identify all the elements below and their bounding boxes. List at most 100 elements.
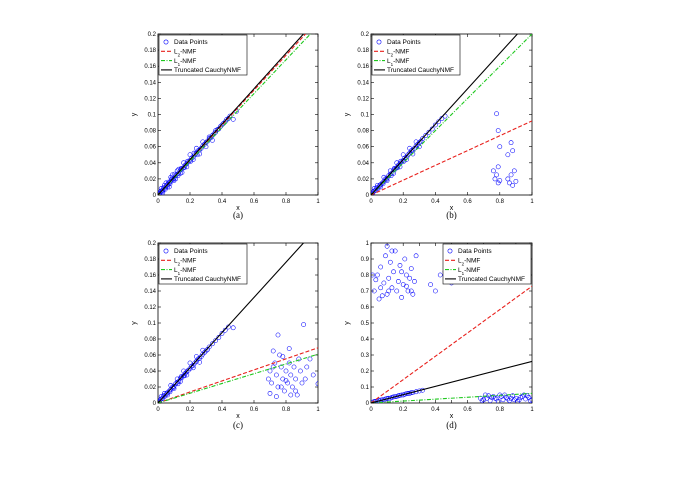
x-tick-label: 0.8 — [496, 407, 505, 413]
data-point — [181, 160, 186, 166]
chart-panel-d: 0 0.1 0.2 0.3 0.4 0.5 0.6 0.7 0.8 0.9 1 0 0.2 0.4 0.6 0… — [344, 241, 534, 430]
chart-panel-c: 0 0.02 0.04 0.06 0.08 0.1 0.12 0.14 0.16 0.18 0.2 0… — [131, 241, 320, 430]
data-point — [479, 398, 485, 403]
data-point — [158, 189, 163, 195]
data-point — [508, 140, 514, 146]
data-point — [378, 264, 384, 270]
data-point — [482, 392, 488, 398]
data-point — [298, 368, 303, 374]
y-tick-label: 0.2 — [361, 369, 370, 375]
subfigure-caption: (a) — [233, 210, 243, 220]
data-point — [428, 282, 433, 287]
chart-panel-a: 0 0.02 0.04 0.06 0.08 0.1 0.12 0.14 0.16 0.18 0.2 0… — [131, 32, 320, 220]
data-point — [405, 152, 411, 158]
data-point — [492, 176, 498, 182]
data-point — [161, 393, 166, 399]
data-point — [399, 269, 404, 275]
data-point — [307, 356, 313, 362]
data-point — [194, 354, 199, 359]
data-point — [402, 256, 408, 262]
data-point — [495, 180, 501, 186]
legend-box — [371, 34, 461, 76]
data-point — [407, 150, 413, 156]
fit-line-truncated-cauchynmf — [371, 34, 519, 195]
data-point — [315, 381, 318, 387]
data-point — [381, 280, 387, 286]
data-point — [186, 367, 191, 373]
y-tick-label: 0.08 — [357, 129, 369, 135]
data-point — [274, 372, 279, 378]
data-point — [384, 178, 390, 183]
legend-label: Truncated CauchyNMF — [174, 276, 241, 283]
data-point — [371, 272, 375, 278]
data-point — [398, 158, 404, 164]
data-point — [267, 391, 273, 396]
subfigure-caption: (c) — [233, 420, 243, 430]
data-point — [179, 166, 185, 172]
x-tick-label: 0.6 — [250, 199, 259, 205]
data-point — [405, 288, 411, 294]
data-point — [511, 168, 517, 174]
data-point — [420, 136, 425, 142]
data-point — [210, 341, 215, 347]
y-tick-label: 0.02 — [144, 177, 156, 183]
data-point — [197, 359, 202, 365]
data-point — [205, 347, 210, 352]
fit-line-l2-nmf — [371, 120, 532, 195]
data-point — [436, 119, 441, 125]
fit-line-l2-nmf — [371, 285, 532, 403]
y-axis-label: y — [131, 321, 138, 325]
y-tick-label: 0.3 — [361, 353, 370, 359]
y-tick-label: 0.1 — [148, 321, 157, 327]
data-point — [376, 296, 382, 302]
data-point — [160, 395, 166, 401]
x-tick-label: 0 — [156, 407, 160, 413]
data-point — [213, 338, 218, 343]
fit-line-l1-nmf — [158, 353, 318, 403]
y-tick-label: 0.18 — [357, 48, 369, 54]
data-point — [159, 189, 165, 195]
data-point — [410, 151, 416, 157]
data-point — [508, 172, 514, 178]
data-point — [275, 384, 281, 390]
data-point — [437, 272, 443, 278]
legend-marker — [376, 39, 382, 45]
data-point — [269, 380, 274, 386]
data-point — [290, 384, 295, 390]
y-tick-label: 0.04 — [144, 161, 156, 167]
data-point — [216, 335, 222, 340]
data-point — [521, 392, 527, 398]
y-tick-label: 0.4 — [361, 337, 370, 343]
data-point — [391, 166, 397, 171]
y-tick-label: 0.06 — [144, 353, 156, 359]
data-point — [426, 129, 432, 135]
legend-label: L2-NMF — [174, 49, 196, 58]
data-point — [413, 253, 419, 259]
legend-label: Data Points — [174, 39, 208, 46]
x-tick-label: 0.2 — [186, 407, 195, 413]
data-point — [166, 184, 172, 190]
data-point — [280, 354, 286, 359]
data-point — [433, 122, 438, 128]
x-tick-label: 0.2 — [186, 199, 195, 205]
data-point — [378, 182, 384, 187]
data-point — [194, 359, 199, 364]
legend-box — [442, 243, 532, 285]
data-point — [408, 288, 414, 294]
data-point — [392, 248, 398, 254]
data-point — [499, 394, 504, 399]
y-axis-label: y — [131, 112, 138, 116]
legend-marker — [163, 39, 169, 45]
y-tick-label: 0.5 — [361, 321, 370, 327]
data-point — [282, 388, 287, 394]
x-tick-label: 0.4 — [218, 199, 227, 205]
data-point — [182, 371, 188, 376]
legend-label: Truncated CauchyNMF — [174, 67, 241, 74]
data-point — [203, 348, 209, 354]
data-point — [187, 158, 193, 163]
fit-line-truncated-cauchynmf — [371, 360, 532, 403]
data-point — [301, 322, 306, 327]
data-point — [386, 275, 392, 281]
y-tick-label: 0.9 — [361, 257, 370, 263]
